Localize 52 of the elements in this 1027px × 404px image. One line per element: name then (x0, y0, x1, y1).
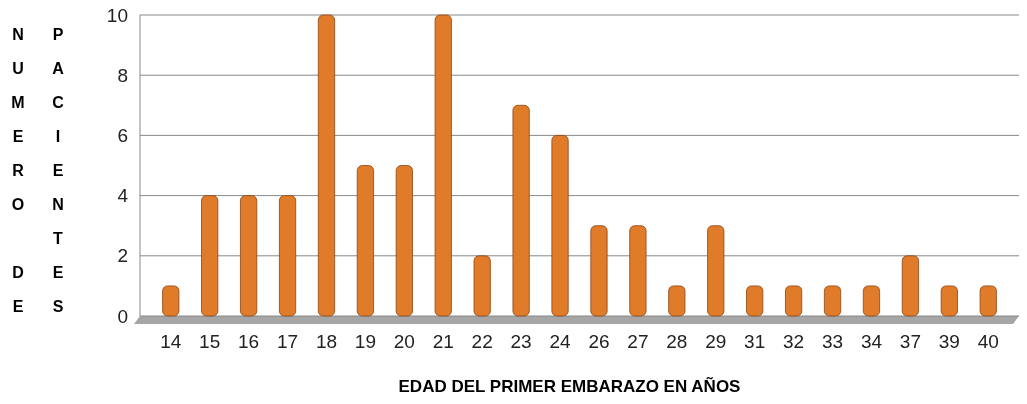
x-tick-label: 28 (666, 331, 688, 352)
bar (395, 165, 413, 317)
x-tick-label: 33 (821, 331, 844, 352)
bar (707, 225, 725, 317)
bar (434, 14, 452, 317)
y-tick-label: 2 (117, 245, 128, 267)
bar (590, 225, 608, 317)
x-tick-label: 18 (315, 331, 338, 352)
bar (862, 285, 881, 317)
x-tick-label: 29 (705, 331, 727, 352)
x-tick-label: 19 (354, 331, 376, 352)
bar (629, 225, 647, 317)
x-tick-label: 34 (860, 331, 883, 352)
y-tick-label: 4 (117, 185, 129, 207)
x-tick-label: 24 (549, 331, 572, 352)
bar (278, 195, 297, 317)
bar (551, 135, 569, 317)
bar (473, 255, 491, 317)
x-tick-label: 37 (899, 331, 921, 352)
bar (317, 14, 336, 317)
x-tick-label: 22 (471, 331, 493, 352)
bar (901, 255, 919, 317)
x-tick-label: 40 (977, 331, 999, 352)
bar (240, 195, 258, 317)
x-tick-label: 32 (783, 331, 805, 352)
x-tick-label: 26 (588, 331, 610, 352)
bar (162, 285, 180, 317)
x-tick-label: 27 (627, 331, 649, 352)
bar (785, 285, 803, 317)
y-tick-label: 8 (117, 64, 128, 86)
bar (823, 285, 842, 317)
bar (746, 285, 764, 317)
x-tick-label: 31 (744, 331, 766, 352)
y-tick-label: 10 (106, 4, 128, 26)
bar (979, 285, 997, 317)
x-tick-label: 20 (393, 331, 415, 352)
text: NUMERO DE PACIENTES (9, 26, 67, 332)
bar (668, 285, 686, 317)
y-tick-label: 0 (117, 305, 128, 327)
bar (356, 165, 374, 317)
x-tick-label: 23 (510, 331, 532, 352)
bar (940, 285, 958, 317)
x-tick-label: 39 (938, 331, 960, 352)
x-tick-label: 17 (276, 331, 299, 352)
x-tick-label: 15 (199, 331, 221, 352)
y-tick-label: 6 (117, 125, 128, 147)
x-tick-label: 14 (160, 331, 182, 352)
x-tick-label: 21 (432, 331, 454, 352)
x-tick-label: 16 (238, 331, 260, 352)
bar (512, 104, 530, 317)
x-axis-title: EDAD DEL PRIMER EMBARAZO EN AÑOS (398, 376, 741, 396)
bar (201, 195, 219, 317)
